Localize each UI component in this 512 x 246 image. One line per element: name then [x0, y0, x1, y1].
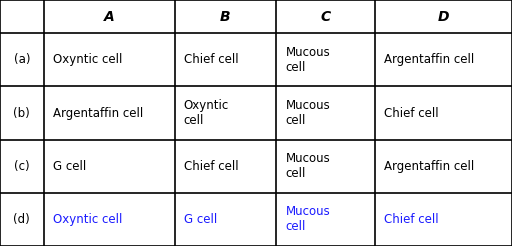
Text: (c): (c): [14, 160, 30, 173]
Text: Mucous
cell: Mucous cell: [286, 205, 330, 233]
Text: B: B: [220, 10, 231, 24]
Text: (d): (d): [13, 213, 30, 226]
Text: Oxyntic cell: Oxyntic cell: [53, 213, 122, 226]
Text: (a): (a): [14, 53, 30, 66]
Text: Argentaffin cell: Argentaffin cell: [385, 53, 475, 66]
Text: A: A: [104, 10, 115, 24]
Text: Argentaffin cell: Argentaffin cell: [385, 160, 475, 173]
Text: G cell: G cell: [53, 160, 86, 173]
Text: Oxyntic
cell: Oxyntic cell: [184, 99, 229, 127]
Text: G cell: G cell: [184, 213, 217, 226]
Text: (b): (b): [13, 107, 30, 120]
Text: C: C: [321, 10, 331, 24]
Text: Mucous
cell: Mucous cell: [286, 99, 330, 127]
Text: Mucous
cell: Mucous cell: [286, 46, 330, 74]
Text: Oxyntic cell: Oxyntic cell: [53, 53, 122, 66]
Text: Chief cell: Chief cell: [385, 107, 439, 120]
Text: Argentaffin cell: Argentaffin cell: [53, 107, 143, 120]
Text: Chief cell: Chief cell: [385, 213, 439, 226]
Text: Chief cell: Chief cell: [184, 160, 239, 173]
Text: Mucous
cell: Mucous cell: [286, 152, 330, 180]
Text: D: D: [438, 10, 450, 24]
Text: Chief cell: Chief cell: [184, 53, 239, 66]
